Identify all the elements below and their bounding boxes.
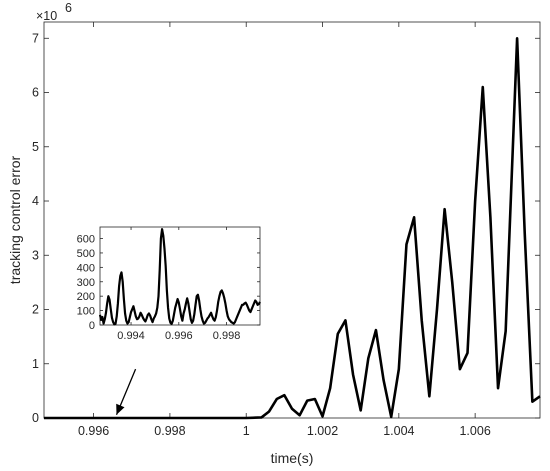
y-tick-label: 2 xyxy=(32,303,39,317)
y-tick-label: 5 xyxy=(32,140,39,154)
y-tick-label: 6 xyxy=(32,86,39,100)
y-tick-label: 0 xyxy=(89,320,95,332)
x-tick-label: 0.998 xyxy=(213,330,241,342)
y-tick-label: 0 xyxy=(32,411,39,425)
y-tick-label: 100 xyxy=(77,306,95,318)
main-x-ticks: 0.996 0.998 1 1.002 1.004 1.006 xyxy=(78,22,491,438)
y-tick-label: 400 xyxy=(77,262,95,274)
main-series-line xyxy=(44,36,541,420)
y-multiplier-base: ×10 xyxy=(36,9,57,23)
x-tick-label: 0.996 xyxy=(165,330,193,342)
x-tick-label: 1.006 xyxy=(459,424,490,438)
y-multiplier-exponent: 6 xyxy=(65,1,72,15)
y-tick-label: 600 xyxy=(77,234,95,246)
y-tick-label: 7 xyxy=(32,31,39,45)
x-tick-label: 1.004 xyxy=(383,424,414,438)
y-tick-label: 200 xyxy=(77,291,95,303)
y-tick-label: 500 xyxy=(77,248,95,260)
y-tick-label: 1 xyxy=(32,357,39,371)
inset-series-line xyxy=(98,228,261,326)
y-tick-label: 300 xyxy=(77,277,95,289)
inset-x-ticks: 0.994 0.996 0.998 xyxy=(117,227,240,342)
x-tick-label: 1 xyxy=(243,424,250,438)
x-axis-label: time(s) xyxy=(271,450,314,466)
arrow-head xyxy=(116,403,125,415)
x-tick-label: 0.998 xyxy=(154,424,185,438)
x-tick-label: 0.994 xyxy=(117,330,145,342)
x-tick-label: 0.996 xyxy=(78,424,109,438)
y-tick-label: 3 xyxy=(32,248,39,262)
x-tick-label: 1.002 xyxy=(307,424,338,438)
inset-plot-area xyxy=(99,226,261,326)
main-y-ticks: 0 1 2 3 4 5 6 7 xyxy=(32,31,540,425)
y-axis-label: tracking control error xyxy=(7,155,23,284)
inset-y-ticks: 0 100 200 300 400 500 600 xyxy=(77,234,260,332)
y-tick-label: 4 xyxy=(32,194,39,208)
annotation-arrow xyxy=(115,368,137,415)
